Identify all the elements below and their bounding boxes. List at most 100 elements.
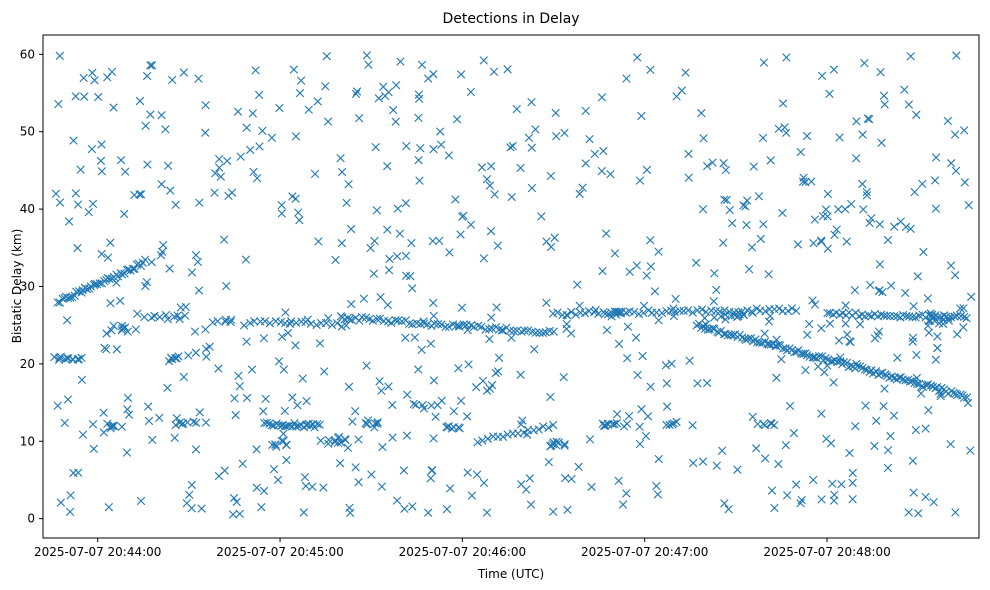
data-point-233 xyxy=(391,117,400,126)
data-point-355 xyxy=(354,435,363,444)
data-point-79 xyxy=(123,405,132,414)
data-point-147 xyxy=(485,181,495,190)
data-point-687 xyxy=(672,92,681,101)
data-point-867 xyxy=(355,316,364,325)
data-point-488 xyxy=(190,327,200,336)
data-point-1063 xyxy=(327,320,337,330)
data-point-105 xyxy=(310,169,320,179)
data-point-1033 xyxy=(285,421,294,430)
data-point-100 xyxy=(99,428,108,437)
data-point-755 xyxy=(721,329,730,339)
data-point-366 xyxy=(452,115,462,124)
data-point-394 xyxy=(109,103,118,112)
y-tick-label-0: 0 xyxy=(27,512,35,526)
x-axis-ticks: 2025-07-07 20:44:00 2025-07-07 20:45:00 20… xyxy=(34,538,891,559)
data-point-204 xyxy=(642,165,652,175)
data-point-554 xyxy=(451,195,460,204)
data-point-295 xyxy=(408,284,417,293)
data-point-392 xyxy=(877,138,886,147)
data-point-1230 xyxy=(591,305,600,315)
data-point-83 xyxy=(653,490,663,499)
data-point-932 xyxy=(594,309,603,318)
x-tick-label-3: 2025-07-07 20:47:00 xyxy=(581,545,708,559)
data-point-30 xyxy=(516,163,525,173)
data-point-12 xyxy=(845,448,854,458)
data-point-615 xyxy=(257,502,266,512)
data-point-505 xyxy=(380,91,390,101)
data-point-596 xyxy=(487,313,496,322)
data-point-491 xyxy=(116,155,126,165)
data-point-478 xyxy=(919,247,928,257)
data-point-439 xyxy=(78,430,88,439)
data-point-50 xyxy=(722,195,731,205)
data-point-1216 xyxy=(942,312,951,321)
data-point-128 xyxy=(516,370,525,380)
data-point-400 xyxy=(960,178,970,187)
data-point-321 xyxy=(158,247,167,257)
data-point-1129 xyxy=(213,316,222,326)
data-point-440 xyxy=(316,436,325,445)
data-point-61 xyxy=(770,503,779,513)
data-point-901 xyxy=(477,322,486,331)
data-point-525 xyxy=(929,498,938,507)
data-point-625 xyxy=(302,396,311,406)
data-point-1124 xyxy=(192,418,201,428)
data-point-711 xyxy=(77,288,86,297)
x-axis-label: Time (UTC) xyxy=(477,567,544,581)
data-point-242 xyxy=(391,80,401,90)
data-point-1144 xyxy=(341,435,350,445)
data-point-916 xyxy=(531,328,540,337)
data-point-473 xyxy=(654,316,663,325)
data-point-1166 xyxy=(442,423,451,432)
data-point-1060 xyxy=(312,320,321,330)
data-point-493 xyxy=(299,508,308,517)
data-point-159 xyxy=(388,400,397,410)
data-point-119 xyxy=(194,286,204,295)
data-point-72 xyxy=(689,458,698,468)
data-point-808 xyxy=(842,358,852,368)
data-point-1138 xyxy=(279,436,288,446)
data-point-465 xyxy=(490,190,499,199)
data-point-605 xyxy=(97,249,106,259)
data-point-1102 xyxy=(109,321,118,330)
data-point-813 xyxy=(853,361,862,371)
data-point-431 xyxy=(574,462,583,472)
data-point-250 xyxy=(214,364,223,373)
data-point-388 xyxy=(719,238,728,248)
data-point-126 xyxy=(886,431,895,441)
data-point-459 xyxy=(823,244,832,253)
data-point-358 xyxy=(820,368,829,377)
data-point-626 xyxy=(120,209,129,219)
data-point-196 xyxy=(259,486,269,496)
data-point-153 xyxy=(921,424,930,433)
data-point-946 xyxy=(657,308,667,318)
data-point-923 xyxy=(553,308,562,317)
data-point-634 xyxy=(587,482,596,492)
data-point-229 xyxy=(758,133,768,143)
data-point-894 xyxy=(452,321,461,330)
data-point-308 xyxy=(825,319,835,328)
data-point-509 xyxy=(829,378,838,387)
data-point-611 xyxy=(809,475,818,485)
data-point-888 xyxy=(430,319,439,328)
data-point-348 xyxy=(323,117,333,126)
data-point-24 xyxy=(921,492,930,502)
data-point-151 xyxy=(646,262,656,271)
data-point-1101 xyxy=(118,324,127,333)
data-point-363 xyxy=(749,162,758,171)
data-point-551 xyxy=(163,383,172,393)
data-point-955 xyxy=(697,305,707,314)
data-point-62 xyxy=(141,121,150,130)
data-point-342 xyxy=(764,317,774,326)
data-point-120 xyxy=(756,234,765,244)
data-point-743 xyxy=(694,319,704,329)
data-point-112 xyxy=(785,401,795,411)
data-point-191 xyxy=(614,476,623,485)
data-point-891 xyxy=(441,322,450,332)
data-point-1019 xyxy=(956,311,966,321)
data-point-578 xyxy=(383,225,392,234)
data-point-411 xyxy=(546,171,556,181)
data-point-771 xyxy=(757,338,767,347)
data-point-470 xyxy=(55,51,64,61)
